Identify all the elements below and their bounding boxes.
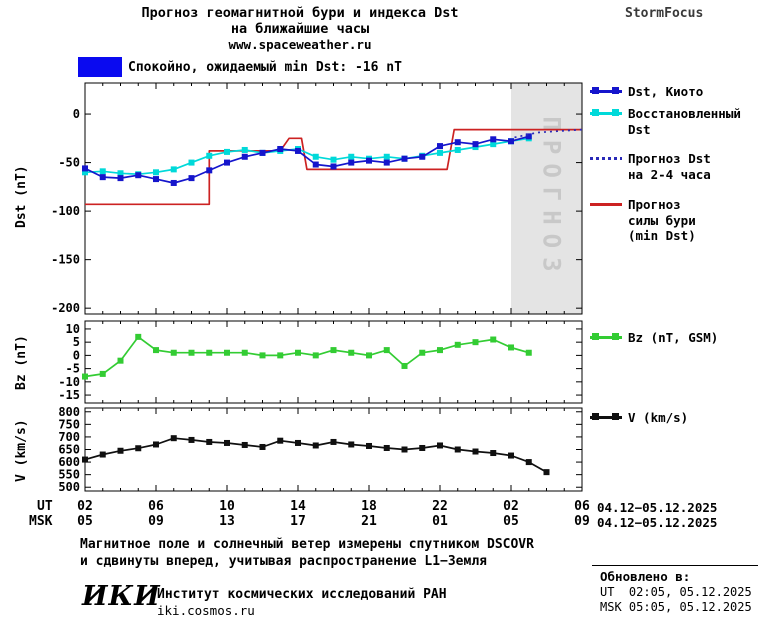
msk-date-range: 04.12−05.12.2025 bbox=[597, 515, 718, 530]
x-tick-label-ut: 06 bbox=[574, 499, 590, 514]
iki-logo: ИКИ bbox=[82, 581, 161, 612]
legend-item-storm-forecast: Прогноз силы бури (min Dst) bbox=[590, 197, 696, 244]
x-tick-label-msk: 09 bbox=[148, 514, 164, 529]
x-tick-label-ut: 22 bbox=[432, 499, 448, 514]
legend-label: V (km/s) bbox=[628, 410, 689, 425]
updated-time-ut: UT 02:05, 05.12.2025 bbox=[600, 585, 752, 599]
msk-row-label: MSK bbox=[29, 514, 53, 529]
legend-marker-storm-forecast-icon bbox=[590, 199, 622, 210]
x-tick-label-msk: 05 bbox=[77, 514, 93, 529]
legend-marker-bz-icon bbox=[590, 332, 622, 343]
x-tick-label-ut: 06 bbox=[148, 499, 164, 514]
page-title-line1: Прогноз геомагнитной бури и индекса Dst bbox=[141, 5, 459, 21]
svg-text:ПРОГНОЗ: ПРОГНОЗ bbox=[538, 116, 566, 280]
legend-marker-forecast-dst-icon bbox=[590, 153, 622, 164]
x-axis-msk-row: MSK 05 09 13 17 21 01 05 09 bbox=[29, 514, 590, 530]
x-tick-label-ut: 02 bbox=[503, 499, 519, 514]
bz-chart: 10 5 0 -5 -10 -15 bbox=[35, 320, 583, 404]
svg-text:0: 0 bbox=[73, 107, 80, 121]
x-axis-ut-row: UT 02 06 10 14 18 22 02 06 bbox=[35, 499, 590, 515]
x-tick-label-ut: 14 bbox=[290, 499, 306, 514]
x-tick-label-ut: 18 bbox=[361, 499, 377, 514]
legend-item-forecast-dst: Прогноз Dst на 2-4 часа bbox=[590, 151, 711, 182]
svg-text:750: 750 bbox=[58, 417, 80, 431]
legend-label: Восстановленный bbox=[628, 106, 741, 121]
storm-status-text: Спокойно, ожидаемый min Dst: -16 nT bbox=[128, 60, 402, 75]
updated-time-msk: MSK 05:05, 05.12.2025 bbox=[600, 600, 752, 614]
legend-marker-dst-kyoto-icon bbox=[590, 86, 622, 97]
legend-item-v: V (km/s) bbox=[590, 410, 688, 426]
legend-label: силы бури bbox=[628, 212, 696, 228]
storm-level-color-swatch bbox=[78, 57, 122, 77]
legend-marker-restored-dst-icon bbox=[590, 108, 622, 119]
svg-text:600: 600 bbox=[58, 455, 80, 469]
legend-item-restored-dst: Восстановленный Dst bbox=[590, 106, 741, 137]
svg-text:700: 700 bbox=[58, 430, 80, 444]
ut-date-range: 04.12−05.12.2025 bbox=[597, 500, 718, 515]
dst-axis-label: Dst (nT) bbox=[14, 165, 29, 228]
legend-label: Прогноз bbox=[628, 197, 681, 212]
svg-text:-100: -100 bbox=[51, 204, 80, 218]
dst-chart: ПРОГНОЗ 0 -50 -100 -150 -200 bbox=[35, 82, 583, 315]
x-tick-label-msk: 13 bbox=[219, 514, 235, 529]
x-tick-label-msk: 01 bbox=[432, 514, 448, 529]
svg-text:-10: -10 bbox=[58, 375, 80, 389]
iki-site-url: iki.cosmos.ru bbox=[157, 603, 255, 618]
svg-text:-50: -50 bbox=[58, 156, 80, 170]
updated-divider bbox=[592, 565, 758, 566]
svg-text:650: 650 bbox=[58, 443, 80, 457]
svg-text:800: 800 bbox=[58, 407, 80, 419]
x-tick-label-msk: 05 bbox=[503, 514, 519, 529]
legend-item-bz: Bz (nT, GSM) bbox=[590, 330, 718, 346]
legend-label: Bz (nT, GSM) bbox=[628, 330, 719, 345]
svg-text:-5: -5 bbox=[66, 362, 80, 376]
svg-text:500: 500 bbox=[58, 480, 80, 492]
x-tick-label-ut: 10 bbox=[219, 499, 235, 514]
svg-text:-200: -200 bbox=[51, 301, 80, 315]
svg-text:10: 10 bbox=[66, 322, 80, 336]
legend-label: Прогноз Dst bbox=[628, 151, 711, 166]
v-chart: 800 750 700 650 600 550 500 bbox=[35, 405, 583, 494]
svg-text:5: 5 bbox=[73, 335, 80, 349]
legend-label: Dst, Киото bbox=[628, 84, 704, 99]
page-title-line2: на ближайшие часы bbox=[230, 21, 370, 37]
svg-text:550: 550 bbox=[58, 468, 80, 482]
ut-row-label: UT bbox=[37, 499, 53, 514]
updated-label: Обновлено в: bbox=[600, 569, 691, 584]
legend-item-dst-kyoto: Dst, Киото bbox=[590, 84, 703, 100]
v-axis-label: V (km/s) bbox=[14, 419, 29, 482]
svg-text:-150: -150 bbox=[51, 253, 80, 267]
legend-label: на 2-4 часа bbox=[628, 166, 711, 182]
source-site-url: www.spaceweather.ru bbox=[228, 37, 372, 52]
institute-name: Институт космических исследований РАН bbox=[157, 587, 447, 602]
legend-marker-v-icon bbox=[590, 412, 622, 423]
legend-label: Dst bbox=[628, 121, 651, 137]
svg-text:-15: -15 bbox=[58, 388, 80, 402]
x-tick-label-msk: 17 bbox=[290, 514, 306, 529]
x-tick-label-msk: 09 bbox=[574, 514, 590, 529]
x-tick-label-msk: 21 bbox=[361, 514, 377, 529]
footnote-line2: и сдвинуты вперед, учитывая распростране… bbox=[80, 554, 487, 569]
bz-axis-label: Bz (nT) bbox=[14, 335, 29, 390]
brand-label: StormFocus bbox=[625, 6, 704, 21]
footnote-line1: Магнитное поле и солнечный ветер измерен… bbox=[80, 537, 534, 552]
x-tick-label-ut: 02 bbox=[77, 499, 93, 514]
svg-text:0: 0 bbox=[73, 348, 80, 362]
legend-label: (min Dst) bbox=[628, 228, 696, 243]
